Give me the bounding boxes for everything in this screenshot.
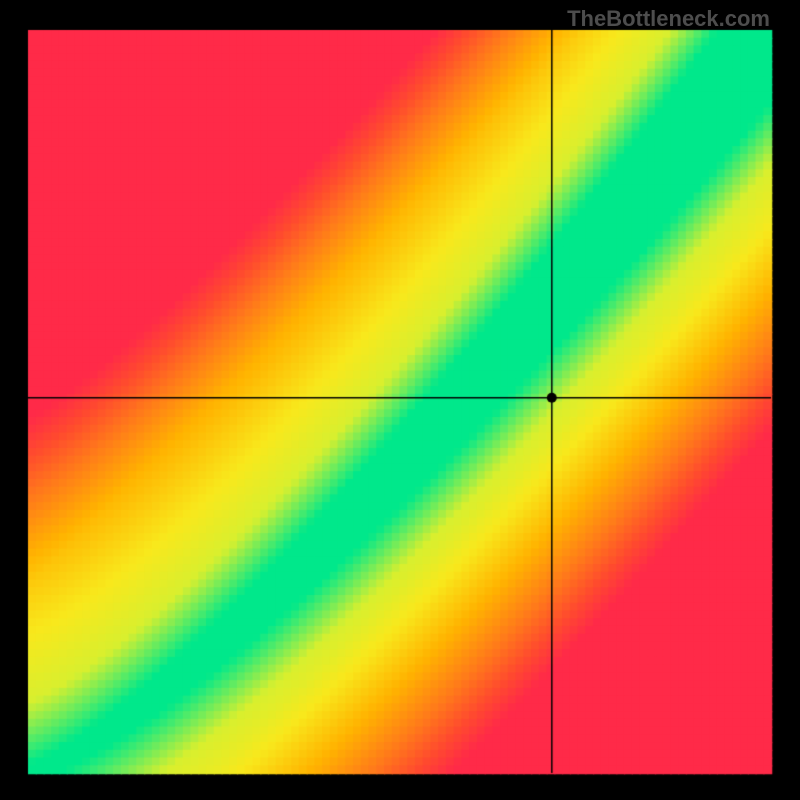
- bottleneck-heatmap: [0, 0, 800, 800]
- chart-container: TheBottleneck.com: [0, 0, 800, 800]
- watermark-text: TheBottleneck.com: [567, 6, 770, 32]
